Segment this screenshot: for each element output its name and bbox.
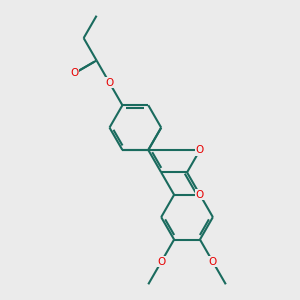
Text: O: O [105, 78, 114, 88]
Text: O: O [209, 257, 217, 267]
Text: O: O [70, 68, 78, 78]
Text: O: O [196, 145, 204, 155]
Text: O: O [196, 190, 204, 200]
Text: O: O [157, 257, 165, 267]
